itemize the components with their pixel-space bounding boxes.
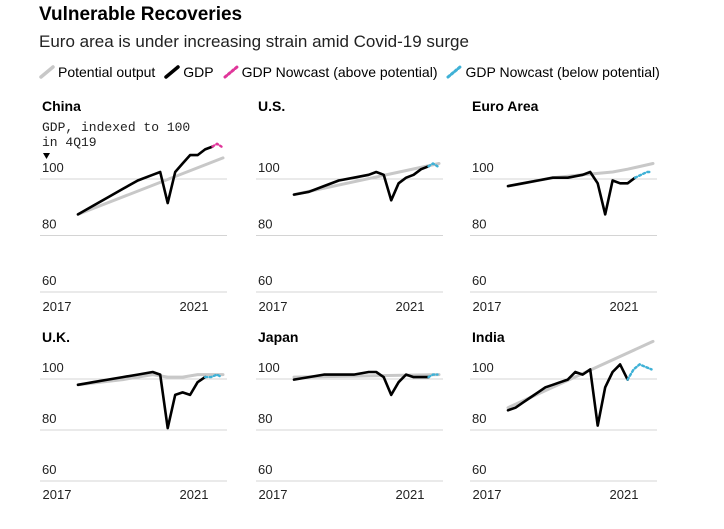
x-tick-euro-area-2017: 2017 bbox=[473, 299, 502, 314]
annotation-china: GDP, indexed to 100 in 4Q19 bbox=[42, 120, 190, 150]
panel-title-japan: Japan bbox=[258, 329, 298, 345]
gdp-line-china bbox=[76, 145, 214, 216]
nowcast-below-line-euro-area bbox=[633, 170, 653, 179]
y-tick-china-60: 60 bbox=[42, 273, 56, 288]
x-tick-india-2021: 2021 bbox=[610, 487, 639, 502]
legend-item-gdp: GDP bbox=[164, 64, 214, 80]
y-tick-china-100: 100 bbox=[42, 160, 64, 175]
gdp-line-japan bbox=[292, 370, 430, 397]
x-tick-euro-area-2021: 2021 bbox=[610, 299, 639, 314]
potential-output-swatch bbox=[39, 65, 55, 79]
nowcast-below-line-japan bbox=[427, 373, 439, 379]
y-tick-u-k-100: 100 bbox=[42, 360, 64, 375]
x-tick-u-k-2021: 2021 bbox=[180, 487, 209, 502]
x-tick-u-s-2017: 2017 bbox=[259, 299, 288, 314]
potential-line-china bbox=[76, 156, 225, 216]
legend-item-potential: Potential output bbox=[39, 64, 155, 80]
nowcast-below-line-u-s bbox=[427, 162, 439, 168]
y-tick-u-s-60: 60 bbox=[258, 273, 272, 288]
panel-title-china: China bbox=[42, 98, 81, 114]
gdp-swatch bbox=[164, 65, 181, 79]
nowcast-below-line-india bbox=[626, 363, 653, 381]
y-tick-india-80: 80 bbox=[472, 411, 486, 426]
panel-title-u-s: U.S. bbox=[258, 98, 285, 114]
legend-label-nowcast-above: GDP Nowcast (above potential) bbox=[241, 64, 438, 80]
nowcast-above-line-china bbox=[211, 142, 223, 148]
chart-subtitle: Euro area is under increasing strain ami… bbox=[39, 32, 469, 51]
nowcast-below-swatch bbox=[446, 65, 462, 79]
x-tick-japan-2021: 2021 bbox=[396, 487, 425, 502]
legend-label-gdp: GDP bbox=[183, 64, 214, 80]
x-tick-china-2021: 2021 bbox=[180, 299, 209, 314]
chart-title: Vulnerable Recoveries bbox=[39, 4, 243, 25]
legend-item-nowcast-below: GDP Nowcast (below potential) bbox=[446, 64, 660, 80]
nowcast-above-swatch bbox=[223, 65, 239, 79]
legend-label-potential: Potential output bbox=[58, 64, 156, 80]
panel-title-india: India bbox=[472, 329, 505, 345]
y-tick-india-100: 100 bbox=[472, 360, 494, 375]
y-tick-india-60: 60 bbox=[472, 462, 486, 477]
y-tick-u-s-80: 80 bbox=[258, 217, 272, 232]
y-tick-japan-80: 80 bbox=[258, 411, 272, 426]
y-tick-u-k-60: 60 bbox=[42, 462, 56, 477]
y-tick-japan-60: 60 bbox=[258, 462, 272, 477]
gdp-line-india bbox=[506, 363, 629, 427]
y-tick-china-80: 80 bbox=[42, 217, 56, 232]
legend-item-nowcast-above: GDP Nowcast (above potential) bbox=[223, 64, 438, 80]
x-tick-u-k-2017: 2017 bbox=[43, 487, 72, 502]
panel-title-euro-area: Euro Area bbox=[472, 98, 539, 114]
x-tick-u-s-2021: 2021 bbox=[396, 299, 425, 314]
y-tick-euro-area-80: 80 bbox=[472, 217, 486, 232]
panel-title-u-k: U.K. bbox=[42, 329, 70, 345]
nowcast-below-line-u-k bbox=[203, 373, 223, 379]
gdp-line-u-s bbox=[292, 165, 430, 202]
gdp-line-u-k bbox=[76, 370, 207, 430]
gdp-line-euro-area bbox=[506, 170, 637, 216]
x-tick-india-2017: 2017 bbox=[473, 487, 502, 502]
legend-label-nowcast-below: GDP Nowcast (below potential) bbox=[465, 64, 660, 80]
y-tick-u-s-100: 100 bbox=[258, 160, 280, 175]
y-tick-euro-area-100: 100 bbox=[472, 160, 494, 175]
x-tick-japan-2017: 2017 bbox=[259, 487, 288, 502]
legend: Potential output GDP GDP Nowcast (above … bbox=[39, 64, 669, 80]
potential-line-u-k bbox=[76, 373, 225, 387]
x-tick-china-2017: 2017 bbox=[43, 299, 72, 314]
y-tick-japan-100: 100 bbox=[258, 360, 280, 375]
annotation-arrow-china bbox=[43, 153, 50, 159]
y-tick-u-k-80: 80 bbox=[42, 411, 56, 426]
y-tick-euro-area-60: 60 bbox=[472, 273, 486, 288]
